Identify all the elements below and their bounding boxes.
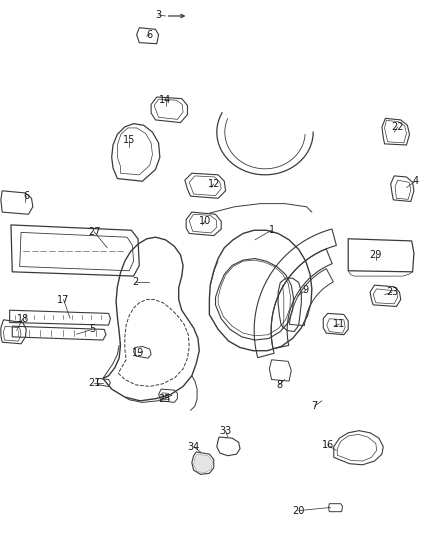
Text: 17: 17 — [57, 295, 70, 304]
Text: 27: 27 — [88, 227, 100, 237]
Text: 14: 14 — [159, 95, 172, 105]
Text: 9: 9 — [303, 286, 309, 295]
Text: 25: 25 — [158, 394, 170, 403]
Text: 23: 23 — [386, 287, 398, 297]
Text: 34: 34 — [187, 442, 200, 451]
Text: 33: 33 — [219, 426, 232, 435]
Text: 16: 16 — [321, 440, 334, 450]
Text: 11: 11 — [333, 319, 346, 329]
Polygon shape — [194, 454, 212, 473]
Text: 4: 4 — [412, 176, 418, 186]
Text: 6: 6 — [147, 30, 153, 39]
Text: 7: 7 — [311, 401, 318, 411]
Text: 21: 21 — [88, 378, 100, 387]
Text: 8: 8 — [276, 380, 283, 390]
Text: 10: 10 — [199, 216, 211, 226]
Text: 29: 29 — [370, 250, 382, 260]
Text: 3: 3 — [155, 10, 162, 20]
Text: 18: 18 — [17, 314, 29, 324]
Text: 15: 15 — [123, 135, 135, 144]
Text: 1: 1 — [268, 225, 275, 235]
Text: 20: 20 — [293, 506, 305, 515]
Text: 19: 19 — [132, 348, 144, 358]
Text: 12: 12 — [208, 179, 220, 189]
Text: 6: 6 — [23, 191, 29, 201]
Text: 5: 5 — [89, 325, 95, 334]
Text: 22: 22 — [392, 122, 404, 132]
Text: 2: 2 — [133, 278, 139, 287]
